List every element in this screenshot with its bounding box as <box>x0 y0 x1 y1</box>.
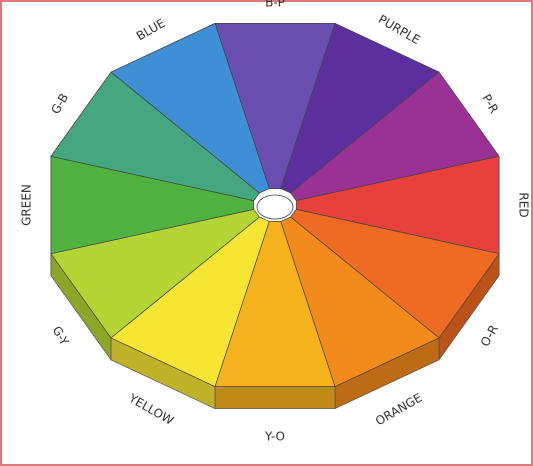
segment <box>110 22 270 194</box>
segment-side-shade <box>50 253 111 360</box>
wheel <box>50 22 500 410</box>
segment-label: GREEN <box>20 184 34 226</box>
segment-label: B-P <box>265 0 285 10</box>
segment-side-shade <box>111 337 215 409</box>
segment-side-shade <box>335 337 439 409</box>
segment-side-shade <box>439 253 500 360</box>
segment-label: Y-O <box>264 430 285 444</box>
segment-side-shade <box>215 386 335 409</box>
center-hole <box>256 194 294 220</box>
segment-label: RED <box>517 192 531 217</box>
